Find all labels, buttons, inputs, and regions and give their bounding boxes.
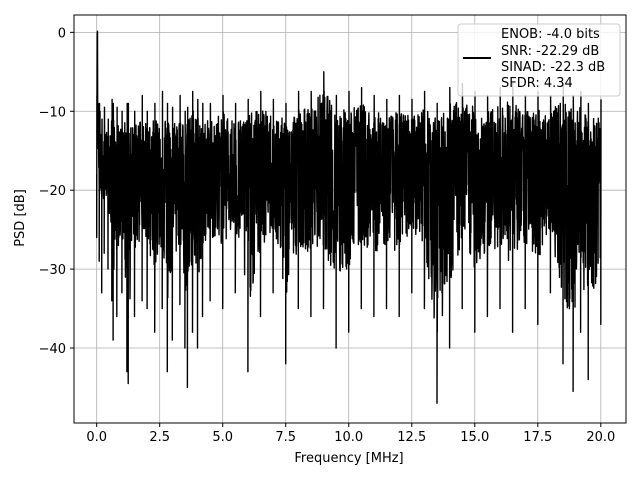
legend-entry: SFDR: 4.34 — [501, 76, 573, 91]
y-tick-label: −10 — [39, 105, 66, 120]
plot-area — [96, 30, 602, 404]
x-tick-label: 12.5 — [397, 430, 426, 445]
psd-series-line — [96, 30, 602, 404]
y-axis-title: PSD [dB] — [13, 189, 28, 247]
x-tick-label: 20.0 — [586, 430, 615, 445]
legend: ENOB: -4.0 bits SNR: -22.29 dB SINAD: -2… — [457, 23, 621, 97]
x-tick-label: 10.0 — [334, 430, 363, 445]
x-tick-label: 0.0 — [86, 430, 107, 445]
x-tick-label: 7.5 — [275, 430, 296, 445]
x-tick-label: 2.5 — [149, 430, 170, 445]
legend-box — [457, 23, 621, 97]
x-tick-label: 15.0 — [460, 430, 489, 445]
x-tick-label: 5.0 — [212, 430, 233, 445]
axes-frame — [73, 14, 627, 424]
x-tick-label: 17.5 — [523, 430, 552, 445]
legend-entry: SINAD: -22.3 dB — [501, 60, 605, 75]
x-axis-title: Frequency [MHz] — [294, 451, 403, 466]
y-tick-label: 0 — [58, 26, 66, 41]
y-tick-label: −40 — [39, 342, 66, 357]
y-tick-label: −30 — [39, 263, 66, 278]
legend-entry: ENOB: -4.0 bits — [501, 27, 600, 42]
y-tick-label: −20 — [39, 184, 66, 199]
legend-entry: SNR: -22.29 dB — [501, 44, 599, 59]
axes: 0.0 2.5 5.0 7.5 10.0 12.5 15.0 17.5 20.0 0 −10 −20 −… — [39, 14, 627, 445]
